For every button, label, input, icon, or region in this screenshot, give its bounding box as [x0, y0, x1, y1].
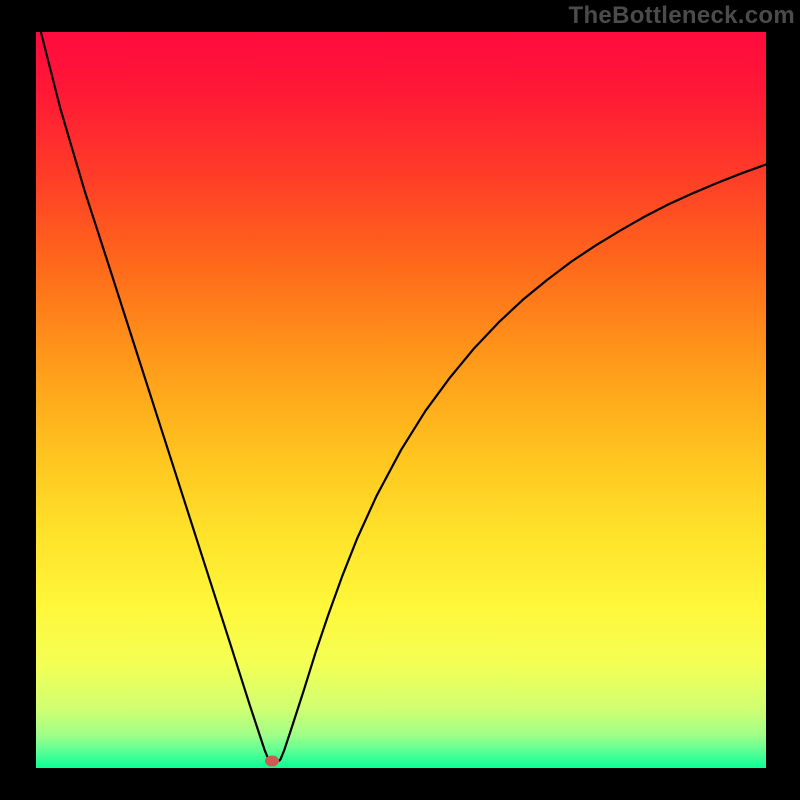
plot-area: [36, 32, 766, 768]
chart-frame: TheBottleneck.com: [0, 0, 800, 800]
sweet-spot-marker: [265, 755, 279, 766]
watermark-text: TheBottleneck.com: [569, 2, 795, 30]
bottleneck-curve: [36, 32, 766, 768]
